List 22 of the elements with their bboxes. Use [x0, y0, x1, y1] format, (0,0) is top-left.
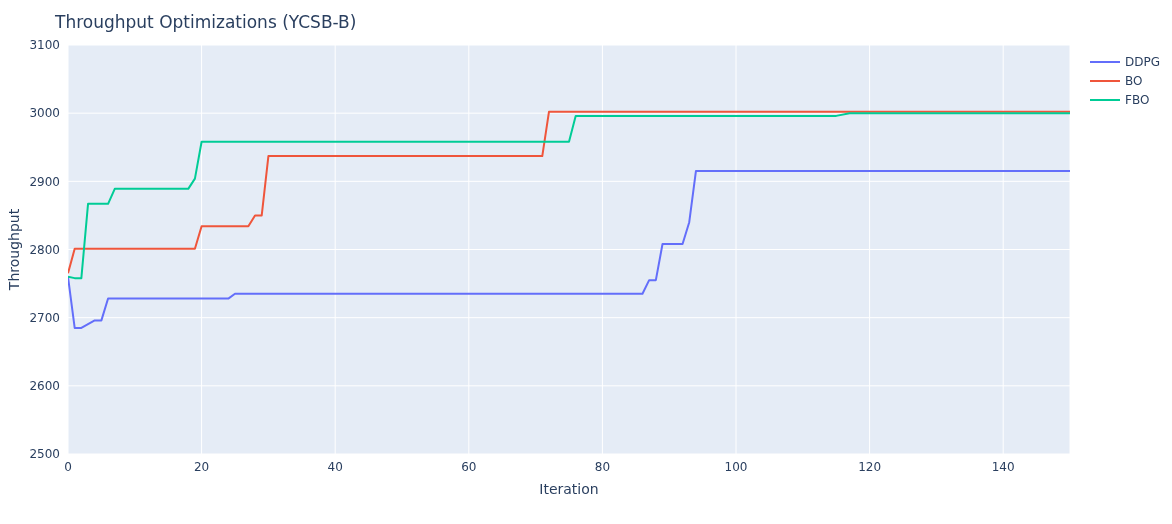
x-tick-label: 80	[594, 459, 611, 474]
legend-label: BO	[1124, 73, 1143, 88]
legend-label: DDPG	[1124, 54, 1160, 69]
x-tick-label: 120	[858, 459, 882, 474]
x-axis-title: Iteration	[539, 481, 599, 497]
y-tick-label: 3100	[29, 38, 60, 53]
x-tick-label: 100	[724, 459, 748, 474]
legend-label: FBO	[1124, 92, 1150, 107]
y-tick-label: 3000	[29, 106, 60, 121]
y-tick-label: 2800	[29, 242, 60, 257]
y-tick-label: 2500	[29, 447, 60, 462]
line-series	[68, 170, 1070, 329]
x-tick-label: 140	[991, 459, 1015, 474]
y-tick-label: 2900	[29, 174, 60, 189]
x-tick-label: 40	[327, 459, 343, 474]
y-tick-label: 2700	[29, 310, 60, 325]
x-tick-label: 0	[64, 459, 72, 474]
x-tick-label: 60	[461, 459, 477, 474]
x-tick-label: 20	[193, 459, 210, 474]
chart-title: Throughput Optimizations (YCSB-B)	[55, 12, 357, 32]
y-tick-label: 2600	[29, 379, 60, 394]
y-axis-title: Throughput	[5, 208, 22, 292]
